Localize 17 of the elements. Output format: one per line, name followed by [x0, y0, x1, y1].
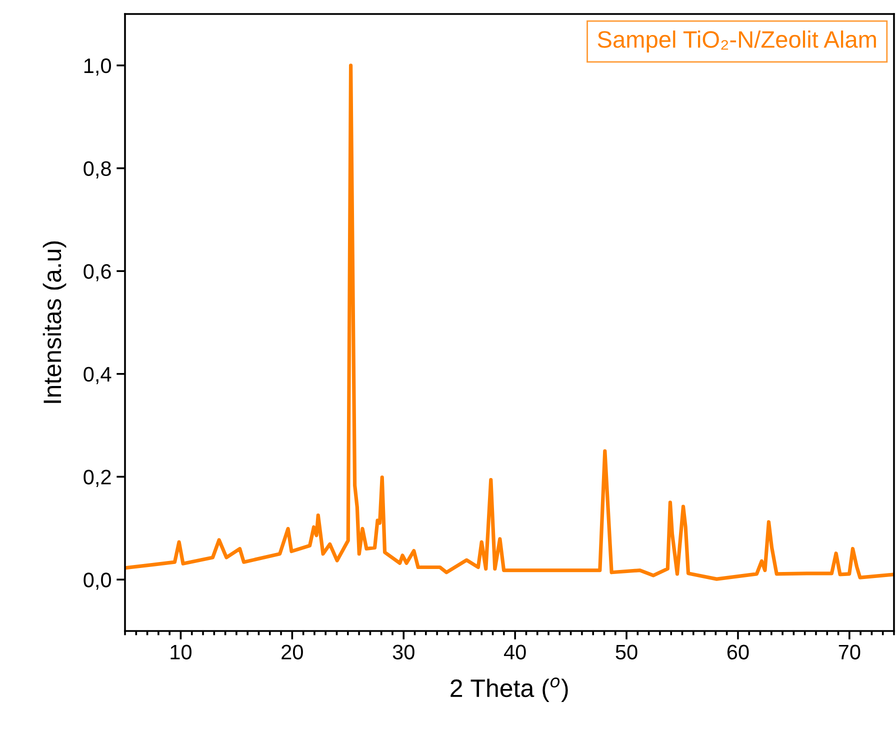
- x-tick-label: 40: [504, 644, 526, 660]
- x-axis-title: 2 Theta ($^{o}$): [450, 678, 568, 702]
- y-tick-label: 0,4: [84, 366, 112, 384]
- x-tick-label: 70: [838, 644, 860, 660]
- x-tick-label: 10: [170, 644, 192, 660]
- x-tick-label: 20: [282, 644, 303, 660]
- y-tick-label: 0,6: [84, 264, 111, 282]
- x-tick-label: 30: [392, 644, 414, 660]
- y-tick-label: 0,0: [84, 572, 111, 590]
- y-axis-title: Intensitas (a.u): [42, 241, 66, 403]
- text: Sampel TiO₂-N/Zeolit Alam: [598, 30, 876, 53]
- y-tick-label: 1,0: [84, 58, 111, 76]
- x-tick-label: 50: [616, 644, 638, 660]
- line-series: [125, 64, 894, 581]
- x-tick-label: 60: [727, 644, 749, 660]
- y-tick-label: 0,8: [84, 161, 111, 178]
- y-tick-label: 0,2: [84, 470, 111, 487]
